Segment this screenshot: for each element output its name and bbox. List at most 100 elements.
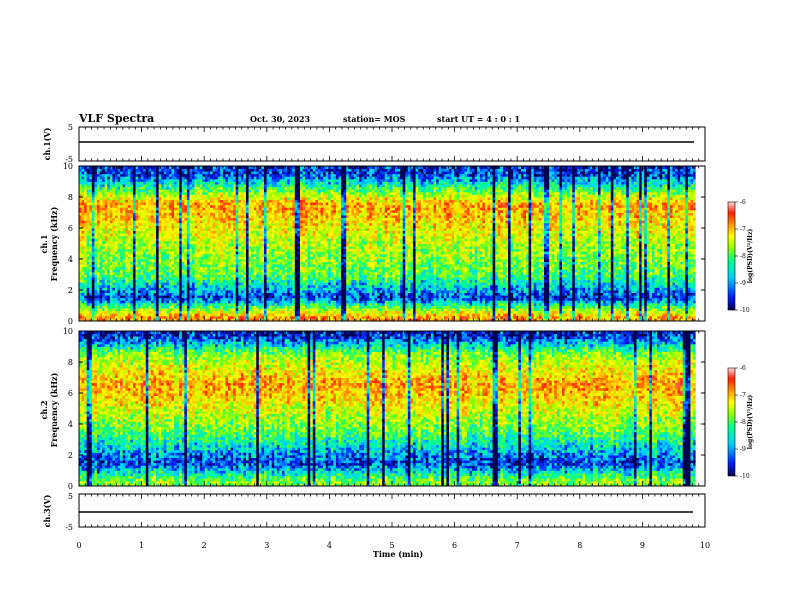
spectrogram-cell — [215, 168, 219, 172]
spectrogram-cell — [276, 171, 280, 175]
spectrogram-cell — [99, 186, 103, 190]
spectrogram-cell — [230, 230, 234, 234]
spectrogram-cell — [117, 310, 121, 314]
spectrogram-cell — [199, 284, 203, 288]
spectrogram-cell — [122, 243, 126, 247]
spectrogram-cell — [251, 228, 255, 231]
spectrogram-cell — [258, 295, 262, 299]
spectrogram-cell — [215, 253, 219, 257]
spectrogram-cell — [174, 202, 178, 206]
spectrogram-cell — [138, 284, 142, 288]
spectrogram-cell — [220, 271, 224, 275]
spectrogram-cell — [174, 233, 178, 237]
spectrogram-cell — [168, 225, 172, 229]
spectrogram-cell — [150, 243, 154, 247]
spectrogram-cell — [125, 318, 129, 322]
spectrogram-cell — [104, 168, 108, 172]
spectrogram-cell — [240, 248, 244, 252]
spectrogram-cell — [248, 186, 252, 190]
spectrogram-cell — [148, 240, 152, 244]
spectrogram-cell — [184, 168, 188, 172]
spectrogram-cell — [91, 204, 95, 208]
spectrogram-cell — [225, 277, 229, 281]
spectrogram-cell — [96, 279, 100, 283]
spectrogram-cell — [276, 305, 280, 309]
spectrogram-cell — [107, 248, 111, 252]
spectrogram-cell — [246, 284, 249, 288]
spectrogram-cell — [114, 315, 118, 319]
spectrogram-cell — [125, 202, 129, 206]
spectrogram-cell — [184, 215, 188, 219]
spectrogram-cell — [204, 259, 208, 262]
spectrogram-cell — [246, 313, 249, 317]
spectrogram-cell — [179, 168, 183, 172]
spectrogram-cell — [251, 199, 255, 203]
spectrogram-cell — [251, 308, 255, 312]
spectrogram-cell — [145, 199, 149, 203]
spectrogram-cell — [276, 256, 280, 260]
spectrogram-cell — [181, 173, 185, 177]
spectrogram-cell — [228, 305, 231, 309]
spectrogram-cell — [235, 225, 239, 229]
spectrogram-cell — [94, 191, 98, 195]
spectrogram-cell — [210, 215, 213, 219]
spectrogram-cell — [192, 225, 196, 229]
spectrogram-cell — [215, 284, 219, 288]
spectrogram-cell — [207, 238, 211, 242]
spectrogram-cell — [132, 215, 136, 219]
spectrogram-cell — [104, 297, 108, 301]
spectrogram-cell — [114, 199, 118, 203]
spectrogram-cell — [150, 259, 154, 262]
spectrogram-cell — [225, 212, 229, 216]
spectrogram-cell — [158, 261, 162, 265]
spectrogram-cell — [266, 207, 270, 211]
spectrogram-cell — [135, 184, 139, 188]
spectrogram-cell — [240, 233, 244, 237]
spectrogram-cell — [230, 282, 234, 286]
spectrogram-cell — [225, 228, 229, 231]
spectrogram-cell — [79, 181, 82, 185]
spectrogram-cell — [276, 173, 280, 177]
spectrogram-cell — [230, 202, 234, 206]
spectrogram-cell — [179, 310, 183, 314]
spectrogram-cell — [186, 191, 190, 195]
spectrogram-cell — [194, 166, 198, 169]
spectrogram-cell — [81, 181, 85, 185]
spectrogram-cell — [96, 315, 100, 319]
spectrogram-cell — [258, 217, 262, 221]
spectrogram-cell — [215, 189, 219, 193]
spectrogram-cell — [269, 292, 273, 296]
spectrogram-cell — [230, 266, 234, 270]
spectrogram-cell — [276, 166, 280, 169]
spectrogram-cell — [225, 199, 229, 203]
spectrogram-cell — [222, 308, 226, 312]
spectrogram-cell — [166, 225, 170, 229]
spectrogram-cell — [138, 194, 142, 198]
spectrogram-cell — [235, 168, 239, 172]
spectrogram-cell — [179, 199, 183, 203]
spectrogram-cell — [89, 184, 93, 188]
spectrogram-cell — [261, 256, 265, 260]
spectrogram-cell — [279, 248, 283, 252]
spectrogram-cell — [204, 168, 208, 172]
spectrogram-cell — [258, 197, 262, 200]
spectrogram-cell — [240, 186, 244, 190]
spectrogram-cell — [204, 315, 208, 319]
spectrogram-cell — [117, 264, 121, 268]
spectrogram-cell — [184, 228, 188, 231]
spectrogram-cell — [204, 189, 208, 193]
spectrogram-cell — [220, 225, 224, 229]
spectrogram-cell — [174, 246, 178, 250]
spectrogram-cell — [263, 318, 267, 322]
spectrogram-cell — [96, 274, 100, 278]
spectrogram-cell — [269, 269, 273, 273]
spectrogram-cell — [102, 238, 106, 242]
spectrogram-cell — [156, 256, 160, 260]
spectrogram-cell — [256, 194, 260, 198]
spectrogram-cell — [289, 315, 293, 319]
spectrogram-cell — [284, 233, 288, 237]
spectrogram-cell — [284, 217, 288, 221]
spectrogram-cell — [217, 217, 221, 221]
spectrogram-cell — [135, 292, 139, 296]
spectrogram-cell — [220, 290, 224, 293]
